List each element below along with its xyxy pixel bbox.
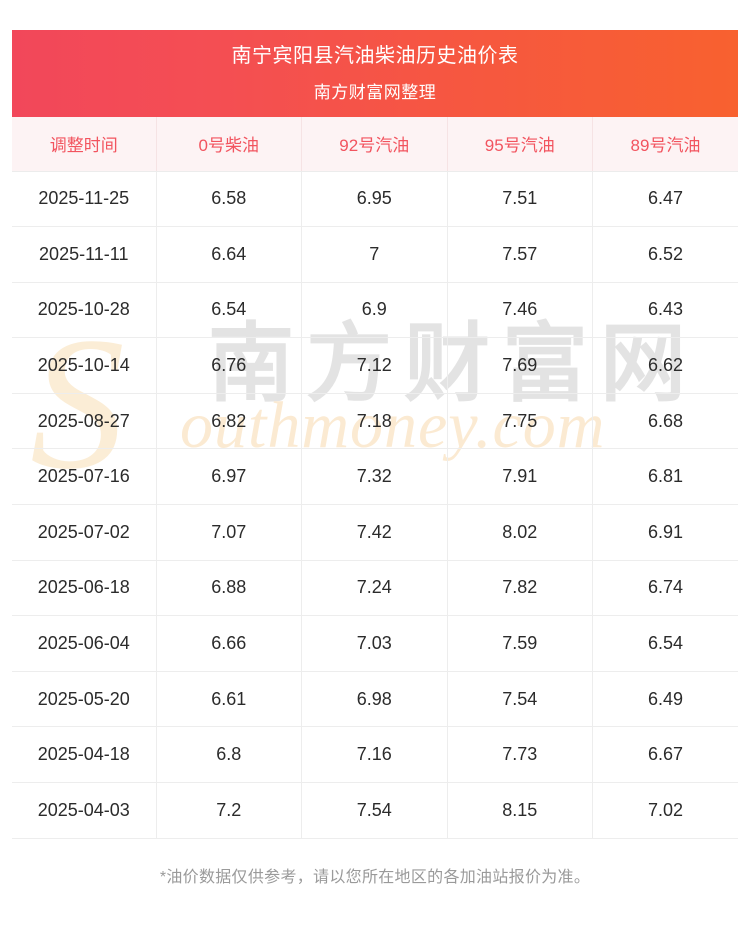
cell-date: 2025-07-02	[12, 504, 157, 561]
cell-gas92: 7.03	[301, 615, 448, 672]
cell-date: 2025-06-18	[12, 560, 157, 617]
cell-diesel0: 6.8	[156, 726, 302, 784]
cell-diesel0: 6.64	[156, 226, 302, 283]
cell-gas89: 6.49	[592, 671, 738, 728]
cell-diesel0: 6.54	[156, 282, 302, 339]
cell-date: 2025-04-03	[12, 782, 157, 839]
cell-date: 2025-06-04	[12, 615, 157, 672]
cell-gas95: 8.02	[447, 504, 593, 561]
cell-diesel0: 7.07	[156, 504, 302, 561]
cell-gas95: 7.82	[447, 560, 593, 617]
cell-diesel0: 6.61	[156, 671, 302, 728]
cell-gas92: 7.24	[301, 560, 448, 617]
cell-gas89: 6.68	[592, 393, 738, 450]
cell-gas92: 7	[301, 226, 448, 283]
table-header-row: 调整时间 0号柴油 92号汽油 95号汽油 89号汽油	[12, 117, 738, 172]
cell-diesel0: 6.66	[156, 615, 302, 672]
cell-gas95: 7.69	[447, 337, 593, 394]
page-subtitle: 南方财富网整理	[313, 83, 437, 102]
cell-date: 2025-10-28	[12, 282, 157, 339]
price-table-wrapper: S 南方财富网 outhmoney.com 调整时间 0号柴油 92号汽油 95…	[12, 117, 738, 839]
cell-diesel0: 6.82	[156, 393, 302, 450]
footer-disclaimer: *油价数据仅供参考，请以您所在地区的各加油站报价为准。	[159, 868, 591, 886]
cell-date: 2025-10-14	[12, 337, 157, 394]
cell-diesel0: 6.76	[156, 337, 302, 394]
column-header-diesel0: 0号柴油	[156, 117, 302, 172]
table-header: 调整时间 0号柴油 92号汽油 95号汽油 89号汽油	[12, 117, 738, 172]
cell-diesel0: 6.88	[156, 560, 302, 617]
cell-gas89: 6.91	[592, 504, 738, 561]
cell-date: 2025-08-27	[12, 393, 157, 450]
table-row: 2025-06-04 6.66 7.03 7.59 6.54	[12, 615, 738, 672]
cell-gas92: 7.16	[301, 726, 448, 784]
oil-price-table: 调整时间 0号柴油 92号汽油 95号汽油 89号汽油 2025-11-25 6.…	[12, 117, 738, 839]
table-row: 2025-07-16 6.97 7.32 7.91 6.81	[12, 448, 738, 506]
column-header-gas95: 95号汽油	[447, 117, 593, 172]
table-body: 2025-11-25 6.58 6.95 7.51 6.47 2025-11-11 6.64…	[12, 171, 738, 839]
price-table-page: 南宁宾阳县汽油柴油历史油价表 南方财富网整理 S 南方财富网 outhmoney…	[0, 30, 750, 941]
table-row: 2025-11-25 6.58 6.95 7.51 6.47	[12, 171, 738, 228]
table-row: 2025-07-02 7.07 7.42 8.02 6.91	[12, 504, 738, 561]
cell-gas95: 7.91	[447, 448, 593, 506]
cell-diesel0: 6.58	[156, 171, 302, 228]
table-row: 2025-11-11 6.64 7 7.57 6.52	[12, 226, 738, 283]
cell-gas89: 6.47	[592, 171, 738, 228]
column-header-gas92: 92号汽油	[301, 117, 448, 172]
cell-gas89: 6.62	[592, 337, 738, 394]
cell-diesel0: 6.97	[156, 448, 302, 506]
cell-date: 2025-11-25	[12, 171, 157, 228]
cell-gas95: 8.15	[447, 782, 593, 839]
cell-gas92: 7.54	[301, 782, 448, 839]
cell-gas95: 7.46	[447, 282, 593, 339]
cell-gas89: 6.52	[592, 226, 738, 283]
cell-gas89: 6.81	[592, 448, 738, 506]
cell-gas89: 6.67	[592, 726, 738, 784]
cell-gas89: 7.02	[592, 782, 738, 839]
cell-gas92: 6.98	[301, 671, 448, 728]
column-header-date: 调整时间	[12, 117, 157, 172]
cell-date: 2025-05-20	[12, 671, 157, 728]
cell-gas95: 7.54	[447, 671, 593, 728]
cell-date: 2025-04-18	[12, 726, 157, 784]
cell-gas95: 7.59	[447, 615, 593, 672]
cell-diesel0: 7.2	[156, 782, 302, 839]
table-row: 2025-04-18 6.8 7.16 7.73 6.67	[12, 726, 738, 784]
cell-gas95: 7.75	[447, 393, 593, 450]
cell-gas95: 7.57	[447, 226, 593, 283]
cell-gas92: 7.12	[301, 337, 448, 394]
table-row: 2025-06-18 6.88 7.24 7.82 6.74	[12, 560, 738, 617]
table-row: 2025-05-20 6.61 6.98 7.54 6.49	[12, 671, 738, 728]
cell-date: 2025-07-16	[12, 448, 157, 506]
cell-date: 2025-11-11	[12, 226, 157, 283]
page-title: 南宁宾阳县汽油柴油历史油价表	[231, 45, 519, 67]
column-header-gas89: 89号汽油	[592, 117, 738, 172]
cell-gas92: 7.32	[301, 448, 448, 506]
cell-gas89: 6.43	[592, 282, 738, 339]
table-row: 2025-04-03 7.2 7.54 8.15 7.02	[12, 782, 738, 839]
table-row: 2025-10-14 6.76 7.12 7.69 6.62	[12, 337, 738, 394]
cell-gas92: 7.42	[301, 504, 448, 561]
cell-gas92: 7.18	[301, 393, 448, 450]
cell-gas89: 6.54	[592, 615, 738, 672]
table-row: 2025-10-28 6.54 6.9 7.46 6.43	[12, 282, 738, 339]
cell-gas92: 6.95	[301, 171, 448, 228]
page-banner: 南宁宾阳县汽油柴油历史油价表 南方财富网整理	[12, 30, 738, 117]
cell-gas89: 6.74	[592, 560, 738, 617]
table-row: 2025-08-27 6.82 7.18 7.75 6.68	[12, 393, 738, 450]
cell-gas95: 7.51	[447, 171, 593, 228]
cell-gas95: 7.73	[447, 726, 593, 784]
cell-gas92: 6.9	[301, 282, 448, 339]
